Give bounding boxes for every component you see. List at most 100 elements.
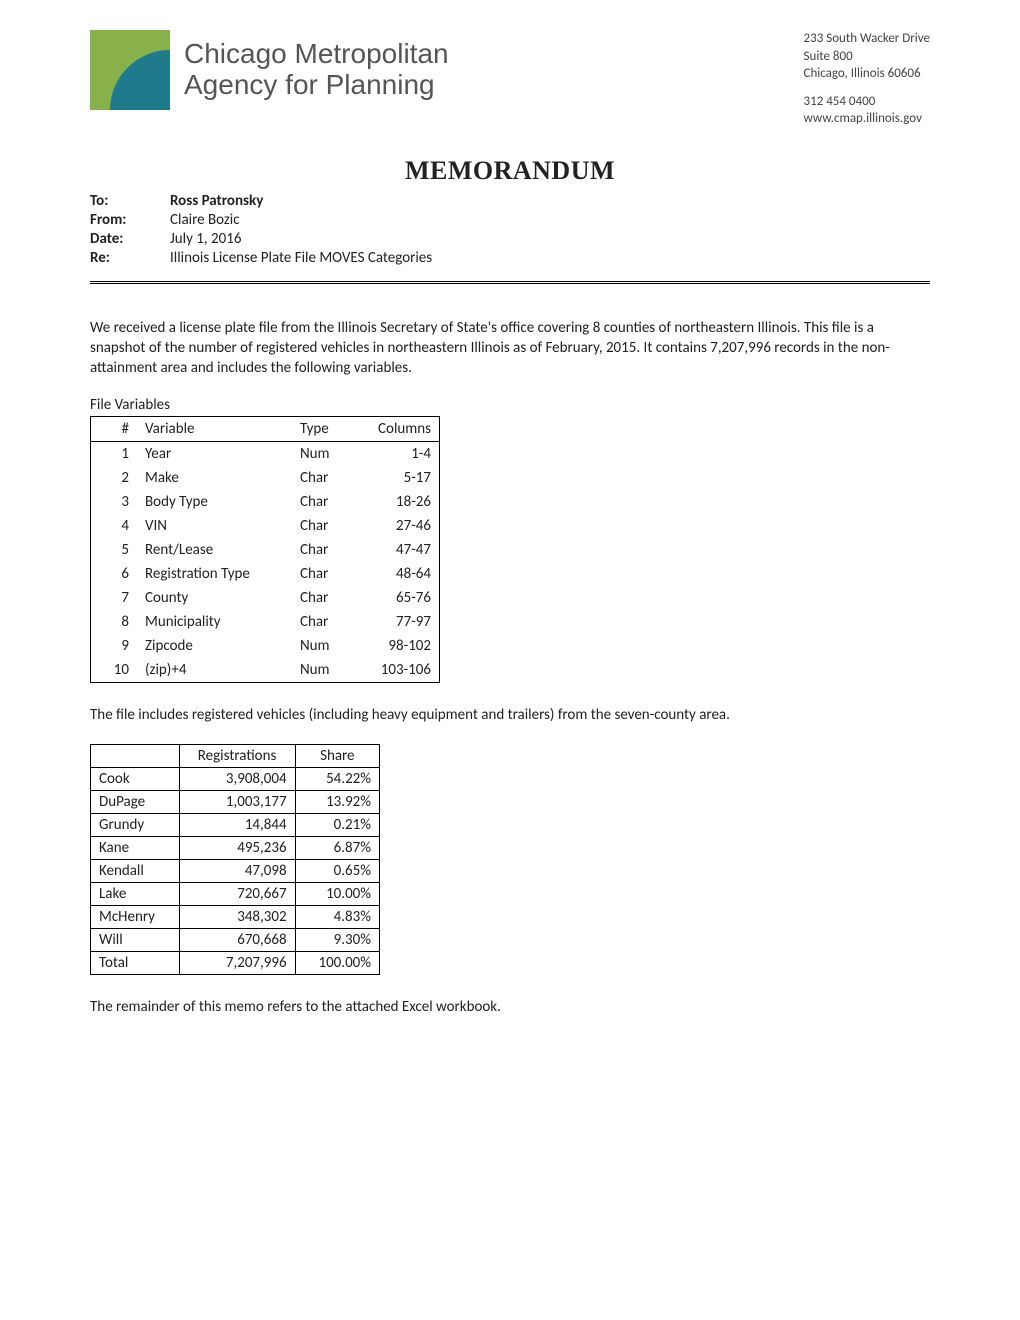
cell-share: 100.00% [295,951,379,974]
cell-county: Total [91,951,180,974]
cell-county: Lake [91,882,180,905]
reg-header-share: Share [295,744,379,767]
table-row: 2MakeChar5-17 [91,466,440,490]
cell-county: Grundy [91,813,180,836]
meta-re: Re: Illinois License Plate File MOVES Ca… [90,249,930,267]
second-paragraph: The file includes registered vehicles (i… [90,705,930,725]
date-label: Date: [90,230,170,248]
website: www.cmap.illinois.gov [804,110,930,128]
cell-registrations: 47,098 [179,859,295,882]
cell-variable: Zipcode [137,634,292,658]
cell-share: 10.00% [295,882,379,905]
cell-share: 9.30% [295,928,379,951]
file-variables-table: # Variable Type Columns 1YearNum1-42Make… [90,416,440,683]
memo-title: MEMORANDUM [90,156,930,186]
org-name-line2: Agency for Planning [184,70,449,101]
cell-share: 6.87% [295,836,379,859]
table-row: Will670,6689.30% [91,928,380,951]
address-line3: Chicago, Illinois 60606 [804,65,930,83]
cmap-logo [90,30,170,110]
phone: 312 454 0400 [804,93,930,111]
cell-columns: 103-106 [350,658,439,683]
meta-from: From: Claire Bozic [90,211,930,229]
divider [90,281,930,288]
cell-num: 5 [91,538,138,562]
cell-registrations: 1,003,177 [179,790,295,813]
cell-type: Char [292,514,350,538]
cell-num: 9 [91,634,138,658]
cell-num: 3 [91,490,138,514]
table-row: 9ZipcodeNum98-102 [91,634,440,658]
from-label: From: [90,211,170,229]
cell-variable: VIN [137,514,292,538]
cell-type: Char [292,466,350,490]
org-name: Chicago Metropolitan Agency for Planning [184,39,449,101]
to-value: Ross Patronsky [170,192,263,210]
cell-variable: Body Type [137,490,292,514]
vars-header-row: # Variable Type Columns [91,417,440,442]
re-value: Illinois License Plate File MOVES Catego… [170,249,432,267]
vars-caption: File Variables [90,396,930,414]
cell-share: 54.22% [295,767,379,790]
table-row: 3Body TypeChar18-26 [91,490,440,514]
table-row: Cook3,908,00454.22% [91,767,380,790]
address-block: 233 South Wacker Drive Suite 800 Chicago… [804,30,930,128]
table-row: Grundy14,8440.21% [91,813,380,836]
cell-registrations: 7,207,996 [179,951,295,974]
cell-type: Char [292,610,350,634]
cell-variable: (zip)+4 [137,658,292,683]
cell-num: 7 [91,586,138,610]
table-row: Kane495,2366.87% [91,836,380,859]
reg-header-row: Registrations Share [91,744,380,767]
address-line2: Suite 800 [804,48,930,66]
cell-num: 8 [91,610,138,634]
date-value: July 1, 2016 [170,230,241,248]
from-value: Claire Bozic [170,211,240,229]
table-row: Lake720,66710.00% [91,882,380,905]
table-row: 4VINChar27-46 [91,514,440,538]
table-row: 1YearNum1-4 [91,442,440,467]
letterhead: Chicago Metropolitan Agency for Planning… [90,30,930,128]
cell-type: Num [292,658,350,683]
cell-type: Char [292,490,350,514]
cell-share: 4.83% [295,905,379,928]
cell-type: Char [292,586,350,610]
re-label: Re: [90,249,170,267]
cell-registrations: 670,668 [179,928,295,951]
cell-variable: Registration Type [137,562,292,586]
cell-columns: 48-64 [350,562,439,586]
cell-type: Char [292,538,350,562]
cell-num: 4 [91,514,138,538]
cell-county: Will [91,928,180,951]
cell-num: 1 [91,442,138,467]
cell-registrations: 348,302 [179,905,295,928]
meta-date: Date: July 1, 2016 [90,230,930,248]
table-row: Total7,207,996100.00% [91,951,380,974]
cell-registrations: 720,667 [179,882,295,905]
cell-share: 0.21% [295,813,379,836]
to-label: To: [90,192,170,210]
intro-paragraph: We received a license plate file from th… [90,318,930,379]
vars-header-type: Type [292,417,350,442]
closing-paragraph: The remainder of this memo refers to the… [90,997,930,1017]
cell-columns: 98-102 [350,634,439,658]
cell-type: Num [292,442,350,467]
cell-num: 2 [91,466,138,490]
cell-columns: 65-76 [350,586,439,610]
cell-registrations: 14,844 [179,813,295,836]
table-row: 8MunicipalityChar77-97 [91,610,440,634]
cell-columns: 27-46 [350,514,439,538]
org-name-line1: Chicago Metropolitan [184,39,449,70]
cell-columns: 5-17 [350,466,439,490]
cell-variable: Municipality [137,610,292,634]
cell-variable: Year [137,442,292,467]
brand-block: Chicago Metropolitan Agency for Planning [90,30,449,110]
table-row: Kendall47,0980.65% [91,859,380,882]
meta-to: To: Ross Patronsky [90,192,930,210]
table-row: 5Rent/LeaseChar47-47 [91,538,440,562]
vars-header-num: # [91,417,138,442]
reg-header-county [91,744,180,767]
table-row: 10(zip)+4Num103-106 [91,658,440,683]
vars-header-variable: Variable [137,417,292,442]
cell-share: 0.65% [295,859,379,882]
